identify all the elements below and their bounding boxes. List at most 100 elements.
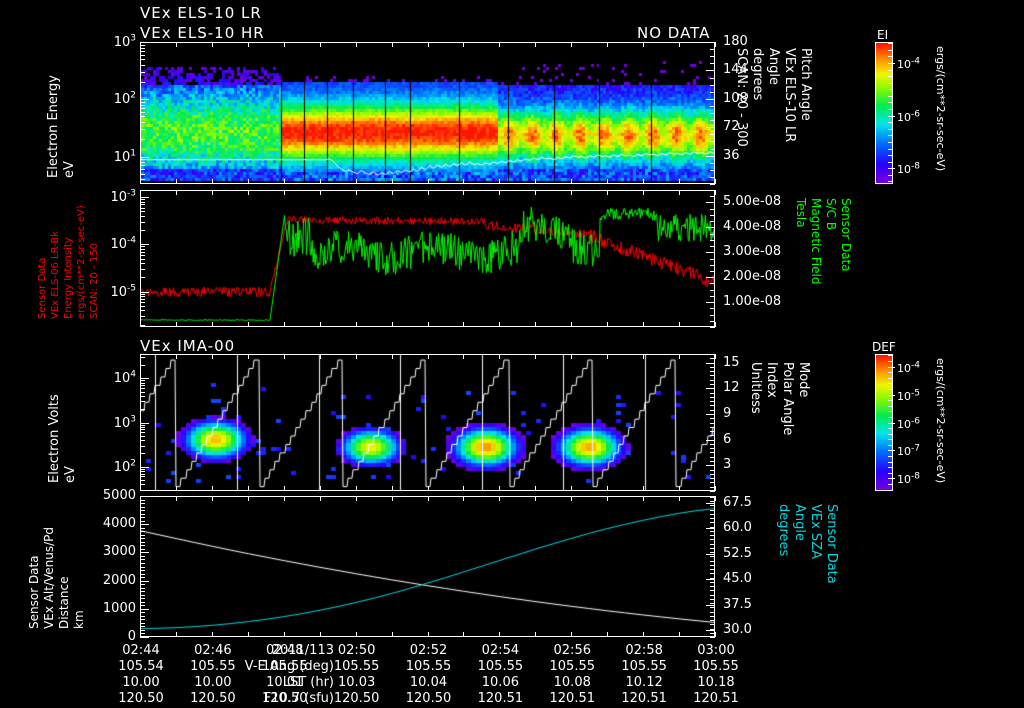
panel3-left-axis-line: eV [63,466,78,483]
colorbar-ei-tick: 10-6 [897,109,920,124]
table-cell: 120.51 [549,691,596,706]
table-cell: 120.50 [405,691,452,706]
panel-altitude-sza[interactable] [140,496,715,637]
panel2-right-tick: 1.00e-08 [723,294,782,309]
line-canvas-4 [141,497,714,636]
table-cell: 105.55 [477,659,524,674]
panel3-right-tick: 9 [723,406,732,421]
panel2-left-axis-line: SCAN: 20 - 150 [89,243,100,319]
no-data-label: NO DATA [637,24,711,42]
panel4-left-tick: 0 [127,629,136,644]
table-row-label: V-E Ang (deg) [244,659,334,674]
table-row-label: 2011/113 [271,643,334,658]
panel-electron-energy-spectrogram[interactable] [140,42,715,184]
panel4-right-tick: 60.0 [723,520,752,535]
table-cell: 105.55 [621,659,667,674]
panel1-right-tick: 144 [723,62,748,77]
spectrogram-canvas-1 [141,43,714,183]
panel4-right-tick: 37.5 [723,597,752,612]
table-cell: 120.50 [118,691,164,706]
table-cell: 02:50 [337,643,376,658]
panel1-right-axis-line: SCAN: 20 - 300 [734,48,749,147]
table-cell: 105.55 [405,659,452,674]
panel4-left-axis-line: km [72,610,86,629]
panel4-left-tick: 5000 [102,488,136,503]
table-cell: 10.00 [122,675,160,690]
panel2-right-tick: 5.00e-08 [723,194,782,209]
panel2-left-axis-line: VEx ELS-06 LR-Bk [50,230,61,319]
panel-intensity-magfield[interactable] [140,190,715,327]
panel4-right-axis-line: degrees [776,504,791,557]
panel2-left-tick: 10-5 [110,284,136,301]
panel3-right-tick: 6 [723,432,732,447]
colorbar-ei-tick: 10-4 [897,56,920,71]
table-cell: 02:46 [194,643,232,658]
table-cell: 120.51 [693,691,739,706]
panel2-right-tick: 2.00e-08 [723,269,782,284]
colorbar-ei-unit-label: ergs/(cm**2-sr-sec-eV) [934,46,947,172]
panel-ion-spectrogram[interactable] [140,354,715,491]
panel2-right-axis-line: Sensor Data [839,198,853,272]
table-cell: 120.50 [262,691,308,706]
panel1-right-tick: 180 [723,34,748,49]
table-cell: 02:56 [553,643,591,658]
panel1-right-tick: 72 [723,119,740,134]
colorbar-def-tick: 10-6 [897,416,920,431]
panel4-left-tick: 4000 [102,516,136,531]
panel2-right-tick: 3.00e-08 [723,244,782,259]
panel3-right-axis-line: Polar Angle [780,362,795,436]
panel1-right-axis-line: Pitch Angle [798,48,813,121]
table-cell: 10.04 [409,675,448,690]
colorbar-ei-tick: 10-8 [897,161,920,176]
panel2-left-tick: 10-4 [110,236,136,253]
table-cell: 120.50 [333,691,380,706]
table-cell: 10.01 [266,675,304,690]
panel1-left-tick: 103 [113,34,136,51]
panel1-left-tick: 101 [113,149,136,166]
table-row-label: F10.7 (sfu) [263,691,334,706]
colorbar-def-tick: 10-5 [897,388,920,403]
panel3-right-tick: 12 [723,380,740,395]
table-row-label: LST (hr) [282,675,334,690]
colorbar-def-tick: 10-4 [897,360,920,375]
colorbar-def-unit-label: ergs/(cm**2-sr-sec-eV) [934,358,947,484]
colorbar-ei [875,42,893,184]
panel1-left-tick: 102 [113,91,136,108]
table-cell: 120.50 [190,691,236,706]
panel3-right-axis-line: Index [764,362,779,398]
panel4-left-tick: 3000 [102,544,136,559]
table-cell: 10.03 [338,675,376,690]
colorbar-ei-gradient [876,43,892,183]
panel1-right-axis-line: VEx ELS-10 LR [782,48,797,143]
panel1-right-tick: 36 [723,148,740,163]
header-line-2: VEx ELS-10 HR [140,24,265,42]
table-cell: 10.08 [553,675,591,690]
spectrogram-canvas-3 [141,355,714,490]
table-cell: 120.51 [621,691,667,706]
panel1-right-tick: 108 [723,91,748,106]
panel2-right-axis-line: Magnetic Field [809,198,823,285]
table-cell: 105.54 [118,659,164,674]
table-cell: 02:48 [266,643,304,658]
panel4-right-axis-line: VEx SZA [808,504,823,559]
colorbar-ei-title: EI [877,28,889,42]
panel3-right-axis-line: Unitless [748,362,763,414]
panel1-left-axis-line: eV [62,161,77,178]
table-cell: 02:52 [409,643,448,658]
panel3-right-tick: 3 [723,457,732,472]
panel4-right-tick: 30.0 [723,622,752,637]
table-cell: 02:44 [122,643,160,658]
colorbar-def-tick: 10-8 [897,471,920,486]
table-cell: 105.55 [190,659,236,674]
panel3-left-tick: 103 [113,415,136,432]
table-cell: 105.55 [262,659,308,674]
panel3-left-axis-line: Electron Volts [47,394,62,483]
panel4-right-tick: 45.0 [723,571,752,586]
panel1-right-axis-line: degrees [750,48,765,101]
table-cell: 10.12 [625,675,663,690]
table-cell: 10.00 [194,675,232,690]
panel4-right-tick: 52.5 [723,546,752,561]
table-cell: 105.55 [693,659,739,674]
panel4-right-axis-line: Sensor Data [824,504,839,584]
